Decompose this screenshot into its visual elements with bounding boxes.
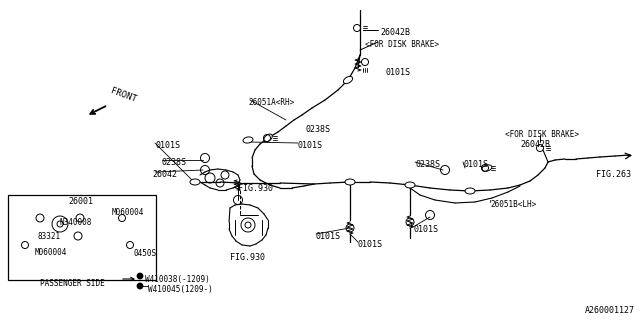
Text: 0238S: 0238S [162,158,187,167]
Text: W410045(1209-): W410045(1209-) [148,285,212,294]
Ellipse shape [465,188,475,194]
Text: 26042B: 26042B [380,28,410,37]
Text: N340008: N340008 [60,218,92,227]
Text: FIG.930: FIG.930 [230,253,265,262]
Text: 0101S: 0101S [358,240,383,249]
Text: FIG.930: FIG.930 [238,184,273,193]
Text: FRONT: FRONT [109,86,138,104]
Ellipse shape [190,179,200,185]
Text: 26042B: 26042B [520,140,550,149]
Text: M060004: M060004 [112,208,145,217]
Text: 0101S: 0101S [298,141,323,150]
Text: M060004: M060004 [35,248,67,257]
Ellipse shape [344,76,353,84]
Text: 0101S: 0101S [413,225,438,234]
Text: FIG.263: FIG.263 [596,170,631,179]
Text: PASSENGER SIDE: PASSENGER SIDE [40,279,105,288]
Ellipse shape [264,134,272,142]
Text: <FOR DISK BRAKE>: <FOR DISK BRAKE> [505,130,579,139]
Text: 0101S: 0101S [463,160,488,169]
Ellipse shape [482,165,492,171]
Ellipse shape [243,137,253,143]
Ellipse shape [405,182,415,188]
Text: 0450S: 0450S [134,249,157,258]
Text: 0101S: 0101S [385,68,410,77]
Text: 0101S: 0101S [155,141,180,150]
Circle shape [137,283,143,289]
Text: <FOR DISK BRAKE>: <FOR DISK BRAKE> [365,40,439,49]
Text: W410038(-1209): W410038(-1209) [145,275,210,284]
Ellipse shape [345,179,355,185]
Text: 0101S: 0101S [316,232,341,241]
Text: 83321: 83321 [38,232,61,241]
Text: 26051B<LH>: 26051B<LH> [490,200,536,209]
Bar [8,195,156,280]
Text: 26001: 26001 [68,197,93,206]
Text: 0238S: 0238S [305,125,330,134]
Text: 26051A<RH>: 26051A<RH> [248,98,294,107]
Text: A260001127: A260001127 [585,306,635,315]
Text: 26042: 26042 [152,170,177,179]
Text: 0238S: 0238S [415,160,440,169]
Circle shape [137,273,143,279]
